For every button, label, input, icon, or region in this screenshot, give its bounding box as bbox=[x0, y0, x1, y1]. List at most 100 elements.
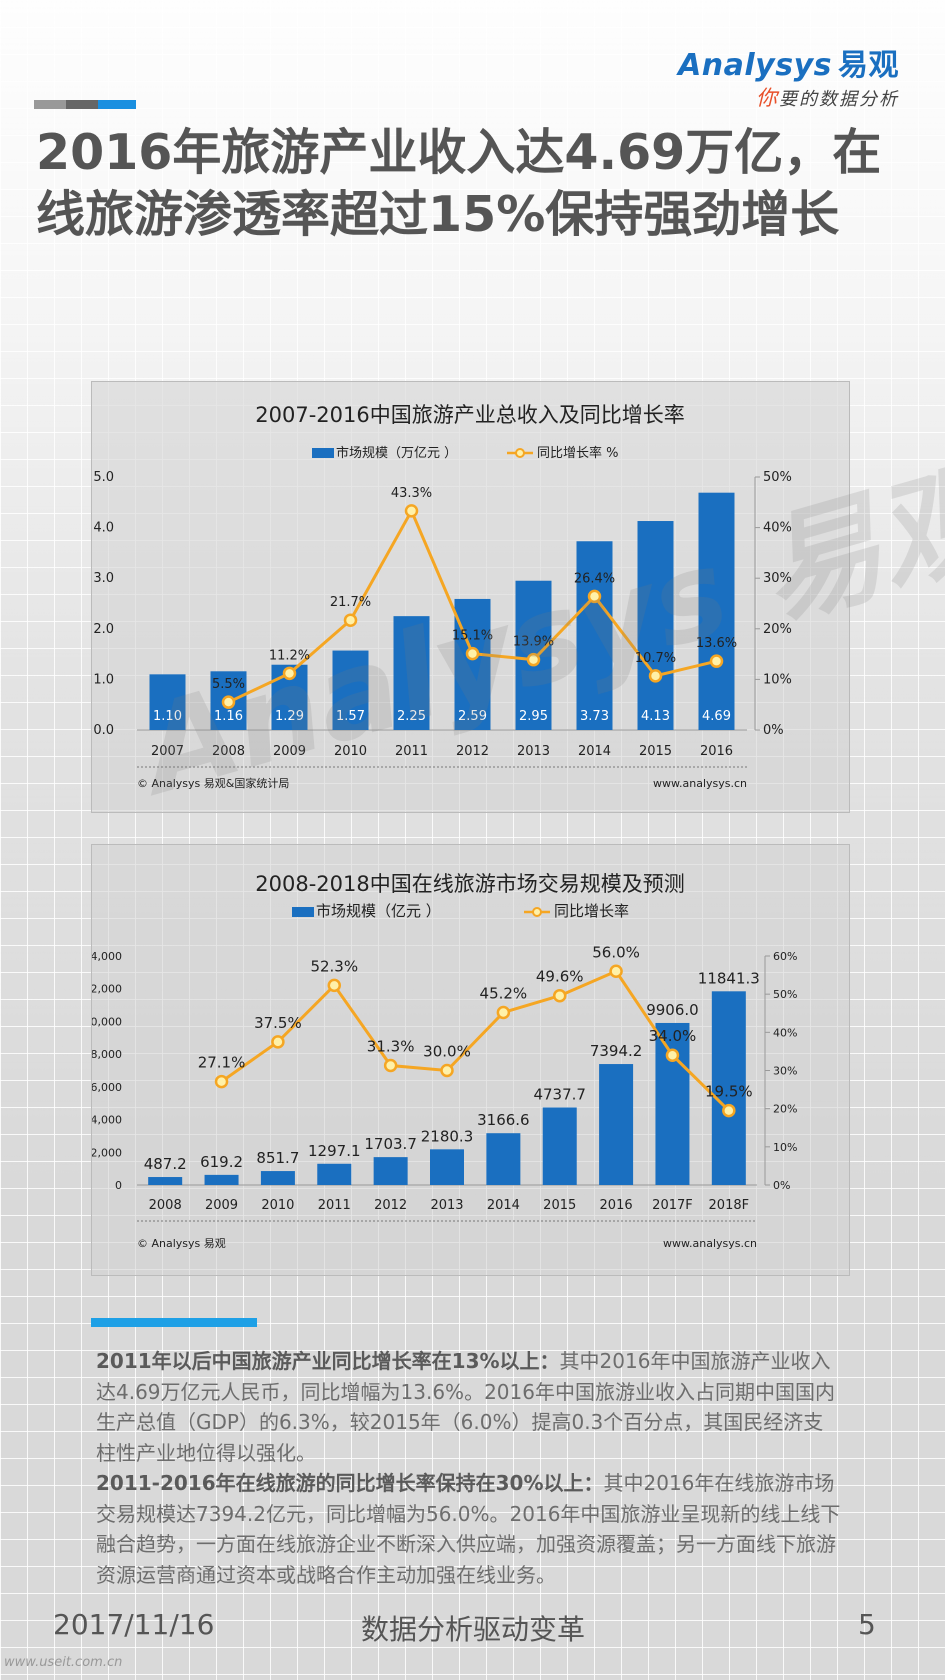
legend-line-marker bbox=[532, 907, 542, 917]
bar-value-label: 1297.1 bbox=[308, 1142, 361, 1160]
growth-value-label: 5.5% bbox=[212, 677, 245, 692]
bar bbox=[576, 541, 613, 730]
x-category-label: 2010 bbox=[334, 744, 367, 759]
bar-value-label: 1703.7 bbox=[364, 1135, 417, 1153]
growth-point bbox=[327, 978, 342, 993]
bar-value-label: 4.69 bbox=[702, 709, 731, 724]
growth-value-label: 26.4% bbox=[574, 571, 615, 586]
x-category-label: 2018F bbox=[709, 1198, 750, 1213]
y2-tick-label: 20% bbox=[763, 622, 792, 637]
x-category-label: 2014 bbox=[578, 744, 611, 759]
bar-value-label: 3166.6 bbox=[477, 1111, 530, 1129]
growth-point bbox=[709, 654, 724, 668]
y2-tick-label: 10% bbox=[773, 1141, 797, 1154]
y-tick-label: 12,000 bbox=[92, 983, 122, 996]
source-url: www.useit.com.cn bbox=[4, 1655, 123, 1670]
y2-tick-label: 50% bbox=[773, 988, 797, 1001]
para2-text: 其中2016年在线旅游市场交易规模达7394.2亿元，同比增幅为56.0%。20… bbox=[96, 1471, 841, 1587]
bar bbox=[637, 521, 674, 730]
growth-value-label: 31.3% bbox=[367, 1038, 415, 1056]
chart-site: www.analysys.cn bbox=[663, 1237, 757, 1250]
y-tick-label: 10,000 bbox=[92, 1015, 122, 1028]
y2-tick-label: 10% bbox=[763, 672, 792, 687]
x-category-label: 2012 bbox=[374, 1198, 407, 1213]
bar bbox=[373, 1157, 408, 1185]
para2-bold: 2011-2016年在线旅游的同比增长率保持在30%以上： bbox=[96, 1471, 604, 1495]
bar bbox=[542, 1107, 577, 1185]
bar bbox=[204, 1174, 239, 1185]
y2-tick-label: 20% bbox=[773, 1103, 797, 1116]
y2-tick-label: 30% bbox=[773, 1065, 797, 1078]
growth-point bbox=[465, 646, 480, 661]
legend-bar-swatch bbox=[312, 448, 334, 458]
bar-value-label: 2.59 bbox=[458, 709, 487, 724]
growth-value-label: 10.7% bbox=[635, 651, 676, 666]
x-category-label: 2008 bbox=[212, 744, 245, 759]
x-category-label: 2010 bbox=[261, 1198, 294, 1213]
growth-value-label: 21.7% bbox=[330, 595, 371, 610]
growth-point bbox=[496, 1005, 511, 1020]
bar-value-label: 487.2 bbox=[144, 1155, 187, 1173]
bar bbox=[149, 674, 186, 730]
growth-value-label: 15.1% bbox=[452, 629, 493, 644]
growth-value-label: 56.0% bbox=[592, 943, 640, 961]
bar-value-label: 4.13 bbox=[641, 709, 670, 724]
growth-value-label: 11.2% bbox=[269, 648, 310, 663]
legend-line-marker bbox=[515, 448, 525, 458]
y2-tick-label: 50% bbox=[763, 470, 792, 485]
y-tick-label: 2.0 bbox=[93, 622, 114, 637]
growth-point bbox=[609, 964, 623, 979]
chart-title: 2007-2016中国旅游产业总收入及同比增长率 bbox=[255, 403, 684, 427]
para1-bold: 2011年以后中国旅游产业同比增长率在13%以上： bbox=[96, 1349, 560, 1373]
footer-date: 2017/11/16 bbox=[53, 1608, 215, 1641]
bar bbox=[454, 598, 491, 730]
page-title: 2016年旅游产业收入达4.69万亿，在线旅游渗透率超过15%保持强劲增长 bbox=[36, 124, 882, 243]
x-category-label: 2014 bbox=[487, 1198, 520, 1213]
y-tick-label: 8,000 bbox=[92, 1048, 122, 1061]
x-category-label: 2007 bbox=[151, 744, 184, 759]
growth-value-label: 49.6% bbox=[536, 968, 584, 986]
x-category-label: 2016 bbox=[600, 1198, 633, 1213]
legend-line-label: 同比增长率 bbox=[554, 902, 629, 920]
chart-panel-tourism-revenue: 2007-2016中国旅游产业总收入及同比增长率 市场规模（万亿元 ） 同比增长率 … bbox=[91, 381, 850, 813]
y2-tick-label: 30% bbox=[763, 571, 792, 586]
bar-value-label: 9906.0 bbox=[646, 1001, 699, 1019]
growth-value-label: 13.9% bbox=[513, 635, 554, 650]
accent-bar-blue bbox=[98, 100, 136, 109]
x-category-label: 2012 bbox=[456, 744, 489, 759]
y-tick-label: 1.0 bbox=[93, 672, 114, 687]
growth-point bbox=[404, 504, 419, 518]
para1-text: 其中2016年中国旅游产业收入达4.69万亿元人民币，同比增幅为13.6%。20… bbox=[96, 1349, 835, 1465]
growth-value-label: 19.5% bbox=[705, 1083, 753, 1101]
accent-bar bbox=[34, 100, 136, 109]
accent-bar-dark bbox=[66, 100, 98, 109]
legend-bar-label: 市场规模（万亿元 ） bbox=[336, 445, 457, 461]
x-category-label: 2009 bbox=[273, 744, 306, 759]
y-tick-label: 0 bbox=[115, 1179, 122, 1192]
logo-brand-en: Analysys bbox=[678, 48, 832, 83]
x-category-label: 2015 bbox=[543, 1198, 576, 1213]
bar bbox=[655, 1022, 690, 1185]
x-category-label: 2011 bbox=[318, 1198, 351, 1213]
bar-value-label: 1.16 bbox=[214, 709, 243, 724]
bar bbox=[393, 616, 430, 730]
bar-value-label: 1.57 bbox=[336, 709, 365, 724]
growth-value-label: 37.5% bbox=[254, 1014, 302, 1032]
growth-value-label: 52.3% bbox=[310, 957, 358, 975]
bar-value-label: 2.95 bbox=[519, 709, 548, 724]
growth-value-label: 43.3% bbox=[391, 486, 432, 501]
chart-source: © Analysys 易观 bbox=[137, 1237, 226, 1250]
legend-bar-swatch bbox=[292, 907, 314, 917]
accent-bar-gray bbox=[34, 100, 66, 109]
bar bbox=[260, 1171, 295, 1185]
x-category-label: 2011 bbox=[395, 744, 428, 759]
bar-value-label: 4737.7 bbox=[533, 1086, 586, 1104]
logo-slogan-first: 你 bbox=[756, 86, 779, 110]
growth-point bbox=[526, 652, 541, 667]
y-tick-label: 4,000 bbox=[92, 1114, 122, 1127]
x-category-label: 2013 bbox=[430, 1198, 463, 1213]
bar-value-label: 7394.2 bbox=[590, 1042, 643, 1060]
logo-brand-cn: 易观 bbox=[838, 48, 899, 83]
growth-point bbox=[587, 589, 602, 604]
footer: 2017/11/16 数据分析驱动变革 5 bbox=[0, 1608, 945, 1648]
